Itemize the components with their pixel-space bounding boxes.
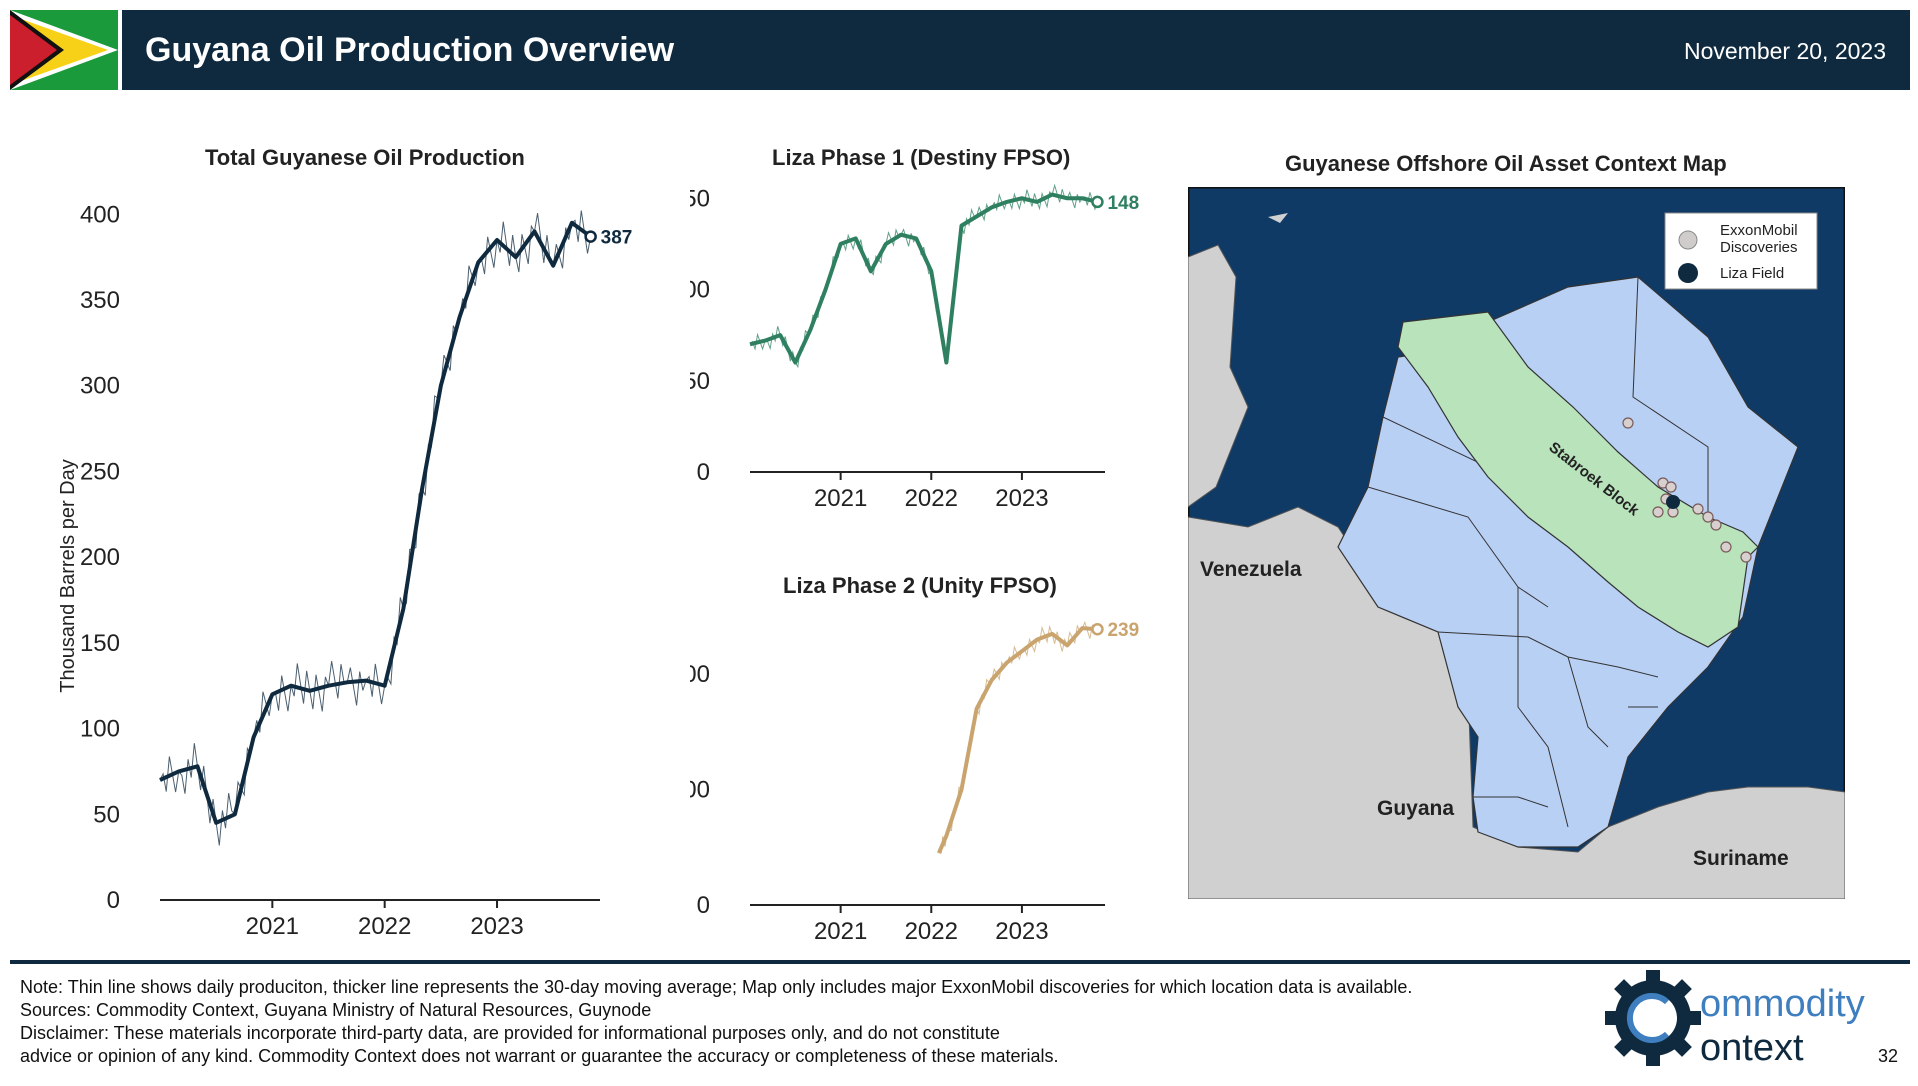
moving-average-line	[749, 192, 1098, 365]
end-value-label: 387	[601, 228, 633, 249]
y-tick-label: 100	[690, 277, 710, 304]
report-date: November 20, 2023	[1683, 38, 1886, 64]
x-tick-label: 2023	[470, 913, 523, 940]
mainland	[1188, 506, 1845, 899]
footer-notes: Note: Thin line shows daily produciton, …	[20, 976, 1580, 1068]
x-tick-label: 2023	[995, 918, 1048, 945]
discovery-marker	[1710, 519, 1722, 531]
discovery-marker	[1720, 541, 1732, 553]
chart-total-production: 2021 2022 2023 0 50 100 150 200 250 300 350 400 Thou…	[60, 201, 633, 940]
liza-field-marker	[1666, 495, 1680, 509]
gear-icon	[1605, 970, 1701, 1066]
end-marker	[1091, 622, 1104, 636]
legend-liza-icon	[1678, 263, 1698, 283]
footer-disclaimer-1: Disclaimer: These materials incorporate …	[20, 1023, 1000, 1043]
stabroek-block	[1397, 311, 1759, 648]
label-venezuela: Venezuela	[1200, 558, 1302, 581]
y-tick-label: 300	[80, 373, 120, 400]
chart-title-phase2: Liza Phase 2 (Unity FPSO)	[783, 573, 1057, 598]
logo-line2: ontext	[1700, 1027, 1804, 1068]
y-tick-label: 250	[80, 458, 120, 485]
y-tick-label: 100	[690, 777, 710, 804]
y-tick-label: 200	[690, 661, 710, 688]
y-tick-label: 350	[80, 287, 120, 314]
discovery-marker	[1652, 506, 1664, 518]
legend-discovery-label: ExxonMobil Discoveries	[1720, 222, 1802, 256]
x-tick-label: 2021	[246, 913, 299, 940]
header-bar: Guyana Oil Production Overview November …	[10, 10, 1910, 90]
y-tick-label: 50	[690, 368, 710, 395]
x-tick-label: 2021	[814, 485, 867, 510]
x-tick-label: 2022	[905, 485, 958, 510]
offshore-context-map: Venezuela Guyana Suriname Stabroek Block…	[1188, 187, 1845, 899]
caribbean-island	[1268, 213, 1288, 223]
legend-discovery-line1: ExxonMobil	[1720, 222, 1798, 239]
x-tick-label: 2022	[905, 918, 958, 945]
legend-liza-label: Liza Field	[1720, 265, 1784, 282]
logo-line1: ommodity	[1700, 983, 1865, 1025]
commodity-context-logo: ommodity ontext	[1605, 970, 1865, 1068]
footer-divider	[10, 960, 1910, 964]
y-tick-label: 200	[80, 544, 120, 571]
moving-average-line	[936, 626, 1098, 854]
y-tick-label: 150	[80, 630, 120, 657]
footer-sources: Sources: Commodity Context, Guyana Minis…	[20, 1000, 652, 1020]
end-value-label: 148	[1107, 193, 1139, 214]
label-suriname: Suriname	[1693, 847, 1789, 870]
y-tick-label: 0	[697, 892, 710, 919]
y-axis-label: Thousand Barrels per Day	[60, 459, 79, 692]
discovery-marker	[1665, 481, 1677, 493]
discovery-marker	[1702, 511, 1714, 523]
moving-average-line	[159, 220, 592, 825]
footer-disclaimer-2: advice or opinion of any kind. Commodity…	[20, 1046, 1059, 1066]
legend-discovery-icon	[1678, 230, 1698, 250]
label-guyana: Guyana	[1377, 797, 1454, 820]
map-title: Guyanese Offshore Oil Asset Context Map	[1285, 151, 1727, 176]
discovery-marker	[1692, 503, 1704, 515]
y-tick-label: 0	[697, 459, 710, 486]
y-tick-label: 150	[690, 185, 710, 212]
x-tick-label: 2023	[995, 485, 1048, 510]
x-tick-label: 2021	[814, 918, 867, 945]
chart-title-phase1: Liza Phase 1 (Destiny FPSO)	[772, 145, 1071, 170]
chart-title-total: Total Guyanese Oil Production	[205, 145, 525, 170]
guyana-flag-icon	[10, 10, 122, 90]
end-value-label: 239	[1107, 620, 1139, 641]
daily-production-line	[749, 183, 1098, 369]
footer-note: Note: Thin line shows daily produciton, …	[20, 977, 1413, 997]
page-title: Guyana Oil Production Overview	[145, 31, 675, 69]
end-marker	[584, 230, 597, 243]
end-marker	[1091, 195, 1104, 209]
y-tick-label: 100	[80, 716, 120, 743]
y-tick-label: 400	[80, 201, 120, 228]
x-tick-label: 2022	[358, 913, 411, 940]
page-number: 32	[1877, 1046, 1898, 1066]
discovery-marker	[1740, 551, 1752, 563]
y-tick-label: 50	[93, 801, 120, 828]
chart-phase1: 2021 2022 2023 0 50 100 150 148	[690, 183, 1139, 510]
discovery-marker	[1622, 417, 1634, 429]
legend-discovery-line2: Discoveries	[1720, 239, 1798, 256]
daily-production-line	[159, 210, 592, 846]
daily-production-line	[938, 620, 1098, 854]
venezuela-land	[1188, 244, 1249, 508]
y-tick-label: 0	[107, 887, 120, 914]
chart-phase2: 2021 2022 2023 0 100 200 239	[690, 620, 1139, 945]
